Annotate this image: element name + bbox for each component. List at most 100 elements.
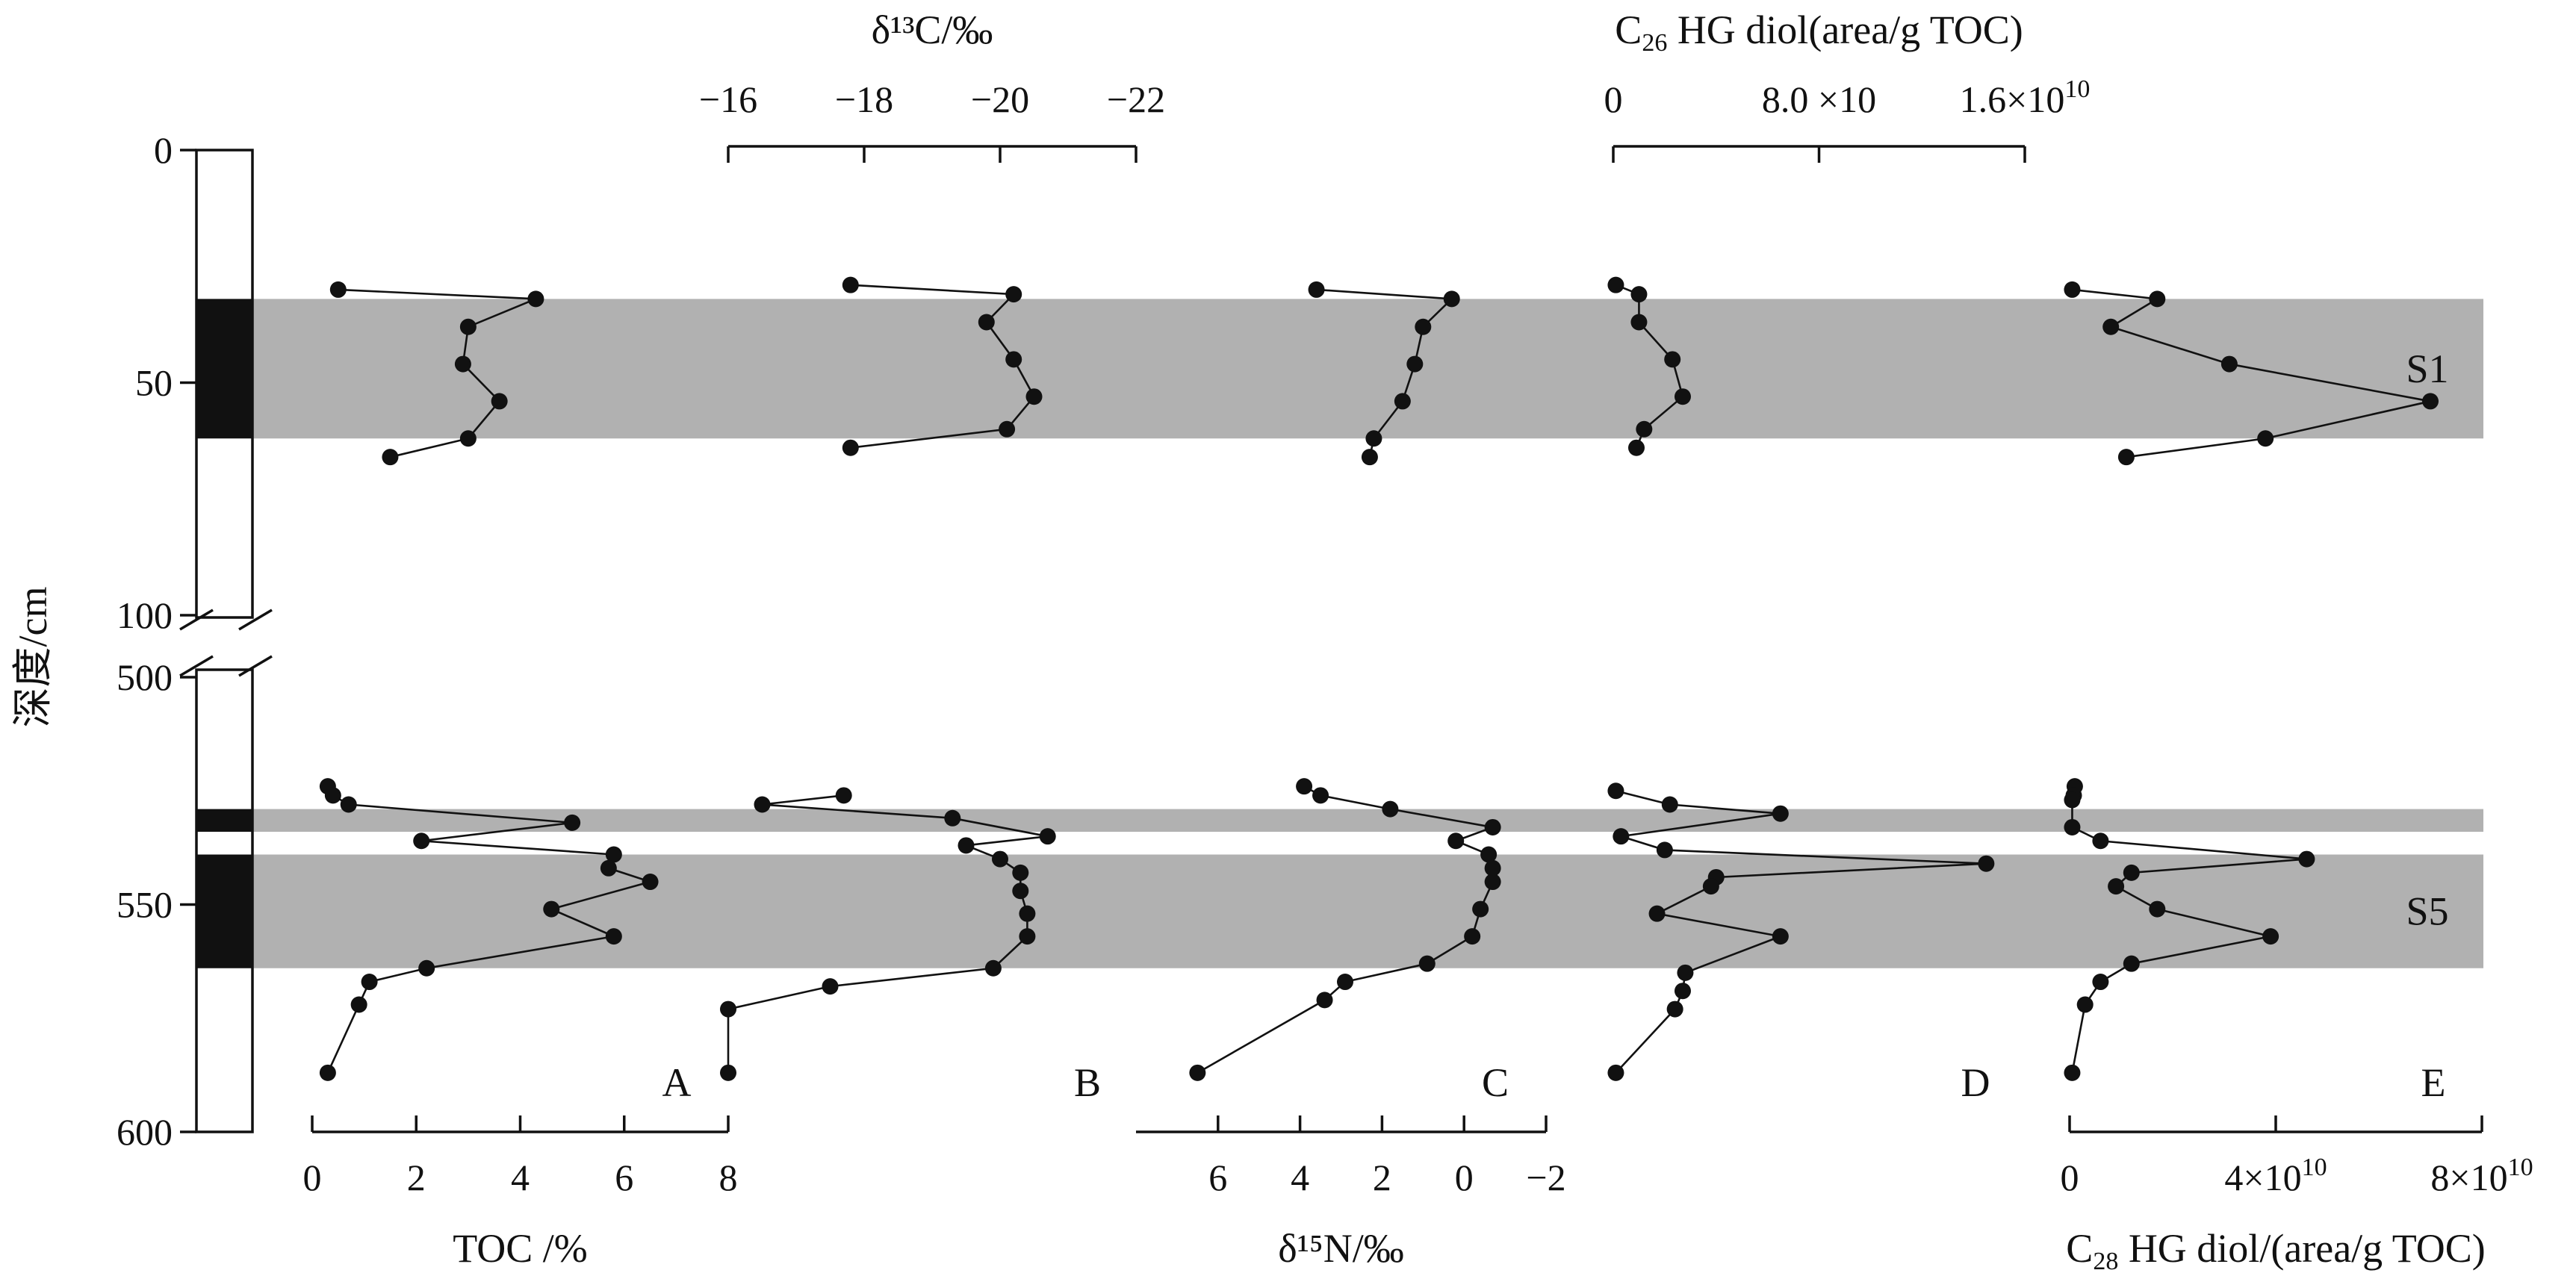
data-point-A-lower-7	[600, 859, 617, 877]
data-point-A-upper-1	[329, 281, 347, 298]
data-point-A-upper-3	[459, 318, 477, 335]
data-point-C-upper-6	[1365, 430, 1382, 447]
panel-letter-E: E	[2421, 1060, 2446, 1105]
axis-tick-label-A-2: 2	[407, 1157, 426, 1198]
data-point-E-upper-2	[2149, 290, 2166, 308]
depth-tick-label-500: 500	[117, 656, 173, 698]
data-point-A-lower-11	[418, 959, 435, 977]
data-point-B-upper-1	[842, 276, 859, 293]
axis-break-mark-3	[179, 655, 214, 677]
data-point-E-lower-11	[2123, 955, 2140, 972]
shaded-intervals: S1 S5	[252, 299, 2483, 968]
data-point-A-lower-3	[340, 796, 357, 813]
data-point-C-lower-14	[1189, 1064, 1206, 1081]
data-point-A-lower-9	[543, 900, 560, 918]
data-point-D-lower-13	[1666, 1000, 1683, 1018]
series-line-A-lower	[326, 785, 654, 1074]
axis-tick-label-C-5: −2	[1526, 1157, 1565, 1198]
data-point-A-lower-10	[605, 928, 622, 945]
data-point-E-lower-14	[2064, 1064, 2081, 1081]
data-point-B-lower-7	[1012, 864, 1029, 881]
data-point-D-upper-3	[1630, 314, 1648, 331]
data-point-B-upper-3	[978, 314, 995, 331]
axis-tick-label-A-4: 6	[615, 1157, 633, 1198]
depth-axis: 0 50 100 500 550 600 深度/cm	[10, 129, 273, 1153]
axis-tick-label-C-1: 6	[1208, 1157, 1227, 1198]
data-point-D-upper-2	[1630, 286, 1648, 303]
data-point-C-lower-3	[1382, 800, 1399, 818]
data-point-D-lower-6	[1978, 855, 1995, 872]
data-point-A-lower-6	[605, 846, 622, 863]
axis-title-D: C26 HG diol(area/g TOC)	[1615, 7, 2023, 57]
data-point-B-lower-2	[754, 796, 771, 813]
data-point-E-lower-5	[2092, 832, 2109, 850]
data-point-C-lower-1	[1296, 778, 1313, 795]
data-point-E-upper-3	[2102, 318, 2120, 335]
depth-axis-title: 深度/cm	[10, 587, 55, 728]
data-point-C-upper-1	[1308, 281, 1325, 298]
data-point-B-lower-4	[1039, 828, 1056, 845]
data-point-E-lower-12	[2092, 974, 2109, 991]
value-axis-E: 0 4×1010 8×1010 C28 HG diol/(area/g TOC)	[2061, 1115, 2533, 1275]
data-point-A-upper-7	[382, 449, 399, 466]
axis-tick-label-D-3: 1.6×1010	[1960, 75, 2091, 120]
data-point-D-lower-14	[1607, 1064, 1624, 1081]
lithology-black-unit-1	[196, 299, 252, 439]
data-point-B-lower-13	[720, 1000, 736, 1018]
value-axis-A: 0 2 4 6 8 TOC /%	[303, 1115, 738, 1271]
data-point-C-upper-7	[1361, 449, 1378, 466]
panel-B: B	[720, 276, 1101, 1105]
data-point-B-lower-9	[1019, 905, 1036, 922]
data-point-B-lower-3	[944, 809, 961, 827]
value-axes: 0 2 4 6 8 TOC /% −16 −18 −20 −22 δ¹³C/‰ 6 4 2 0 −2 δ¹⁵N/…	[303, 7, 2533, 1275]
data-point-C-lower-9	[1472, 900, 1489, 918]
data-point-B-lower-10	[1019, 928, 1036, 945]
depth-tick-label-100: 100	[117, 594, 173, 636]
data-point-B-upper-4	[1005, 351, 1022, 368]
data-point-C-lower-10	[1464, 928, 1481, 945]
data-point-D-lower-9	[1648, 905, 1666, 922]
axis-tick-label-D-2: 8.0 ×10	[1762, 78, 1876, 120]
data-point-C-upper-5	[1394, 393, 1411, 410]
data-panels: A B C D E	[319, 276, 2446, 1105]
shaded-band-2	[252, 809, 2483, 832]
data-point-D-lower-8	[1702, 878, 1719, 895]
value-axis-B: −16 −18 −20 −22 δ¹³C/‰	[699, 7, 1165, 163]
data-point-A-upper-5	[491, 393, 508, 410]
axis-tick-label-C-3: 2	[1373, 1157, 1391, 1198]
depth-tick-label-550: 550	[117, 884, 173, 926]
data-point-E-lower-3	[2064, 791, 2081, 809]
data-point-E-lower-8	[2108, 878, 2125, 895]
data-point-C-lower-12	[1336, 974, 1353, 991]
axis-tick-label-B-4: −22	[1107, 78, 1165, 120]
axis-tick-label-A-3: 4	[511, 1157, 530, 1198]
depth-tick-label-600: 600	[117, 1111, 173, 1153]
axis-tick-label-B-1: −16	[699, 78, 757, 120]
axis-break-mark-4	[238, 655, 273, 677]
data-point-C-lower-11	[1418, 955, 1436, 972]
value-axis-D: 0 8.0 ×10 1.6×1010 C26 HG diol(area/g TOC)	[1604, 7, 2091, 163]
data-point-B-lower-6	[992, 850, 1008, 868]
data-point-C-upper-4	[1406, 355, 1424, 373]
axis-title-A: TOC /%	[453, 1226, 588, 1271]
data-point-B-upper-5	[1025, 388, 1043, 405]
data-point-B-lower-8	[1012, 883, 1029, 900]
data-point-D-upper-1	[1607, 276, 1624, 293]
panel-C: C	[1189, 281, 1509, 1105]
data-point-C-lower-8	[1484, 874, 1501, 891]
data-point-E-lower-13	[2076, 996, 2094, 1013]
lithology-black-unit-3	[196, 854, 252, 968]
panel-letter-B: B	[1074, 1060, 1101, 1105]
panel-letter-A: A	[662, 1060, 692, 1105]
axis-tick-label-E-2: 4×1010	[2224, 1154, 2327, 1198]
axis-tick-label-E-3: 8×1010	[2430, 1154, 2533, 1198]
data-point-A-upper-6	[459, 430, 477, 447]
data-point-C-lower-4	[1484, 818, 1501, 835]
data-point-D-lower-2	[1661, 796, 1678, 813]
data-point-B-lower-5	[958, 837, 975, 854]
axis-tick-label-C-2: 4	[1291, 1157, 1309, 1198]
axis-tick-label-B-2: −18	[835, 78, 893, 120]
axis-tick-label-D-1: 0	[1604, 78, 1623, 120]
data-point-B-lower-1	[835, 787, 852, 804]
band-label-S5: S5	[2406, 889, 2448, 934]
